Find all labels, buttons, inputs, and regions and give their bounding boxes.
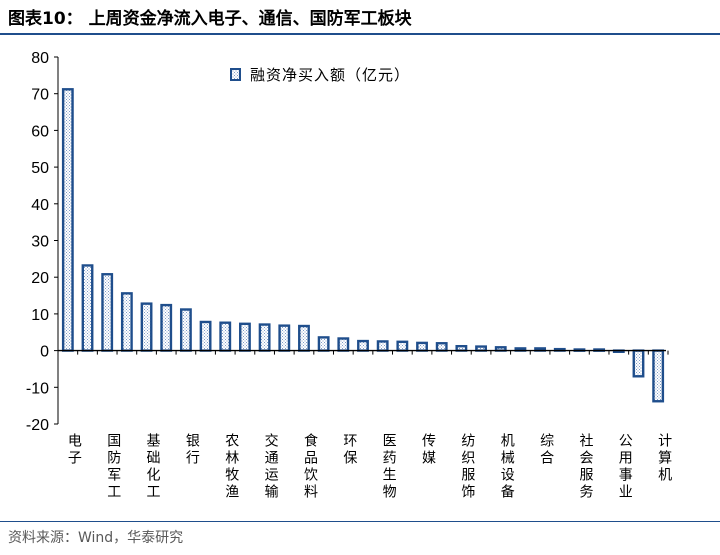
bar (179, 308, 192, 352)
y-tick-label: -20 (26, 417, 49, 434)
x-tick-label: 公用事业 (617, 433, 633, 501)
x-tick-label: 环保 (341, 433, 357, 467)
y-tick-label: 70 (31, 87, 49, 104)
x-axis (57, 349, 669, 355)
bar (632, 349, 645, 378)
bar (160, 303, 173, 352)
bar (278, 324, 291, 352)
x-tick-label: 医药生物 (381, 433, 397, 501)
x-tick-label: 计算机 (656, 433, 672, 484)
bar-chart: -20 -10 0 10 20 30 40 50 60 70 80 电子 国防军工 基础化工 银行 农林牧渔… (26, 50, 672, 501)
x-tick-label: 银行 (184, 433, 200, 467)
y-tick-label: 20 (31, 270, 49, 287)
x-tick-label: 机械设备 (499, 433, 515, 501)
y-tick-label: 40 (31, 197, 49, 214)
bar (101, 273, 114, 352)
y-axis: -20 -10 0 10 20 30 40 50 60 70 80 (26, 50, 59, 434)
bar (239, 322, 251, 352)
footer-divider (0, 521, 720, 522)
source-note: 资料来源：Wind，华泰研究 (8, 530, 184, 546)
bar (396, 340, 409, 352)
bar (81, 264, 94, 352)
bar (120, 292, 133, 352)
x-tick-labels: 电子 国防军工 基础化工 银行 农林牧渔 交通运输 食品饮料 环保 医药生物 传媒 纺织服饰 机械设备… (66, 432, 672, 501)
bar (61, 88, 74, 352)
bar (199, 320, 212, 352)
bar (298, 324, 310, 352)
legend-swatch (230, 68, 241, 81)
y-tick-label: 60 (31, 123, 49, 140)
y-tick-label: -10 (26, 380, 49, 397)
bar (416, 341, 428, 352)
x-tick-label: 国防军工 (105, 433, 121, 501)
x-tick-label: 纺织服饰 (459, 433, 475, 501)
x-tick-label: 交通运输 (263, 432, 279, 501)
x-tick-label: 基础化工 (145, 432, 161, 501)
y-tick-label: 10 (31, 307, 49, 324)
bar (140, 302, 153, 352)
chart-title: 图表10： 上周资金净流入电子、通信、国防军工板块 (8, 9, 412, 29)
x-tick-label: 食品饮料 (302, 432, 318, 501)
x-tick-label: 传媒 (420, 433, 436, 467)
y-tick-label: 30 (31, 234, 49, 251)
legend: 融资净买入额（亿元） (230, 66, 410, 84)
x-tick-label: 农林牧渔 (223, 433, 239, 501)
title-divider (0, 33, 720, 35)
y-tick-label: 50 (31, 160, 49, 177)
bar (219, 321, 232, 352)
x-tick-label: 社会服务 (577, 433, 593, 501)
x-tick-label: 电子 (66, 433, 82, 467)
bar (357, 339, 369, 352)
bar (317, 336, 330, 352)
bar (376, 340, 389, 352)
bar (258, 323, 271, 352)
legend-label: 融资净买入额（亿元） (250, 66, 410, 84)
y-tick-label: 80 (31, 50, 49, 67)
bars (61, 88, 665, 403)
bar (435, 342, 448, 352)
x-tick-label: 综合 (538, 433, 554, 467)
y-tick-label: 0 (40, 344, 49, 361)
bar (337, 337, 350, 352)
bar (652, 349, 665, 403)
